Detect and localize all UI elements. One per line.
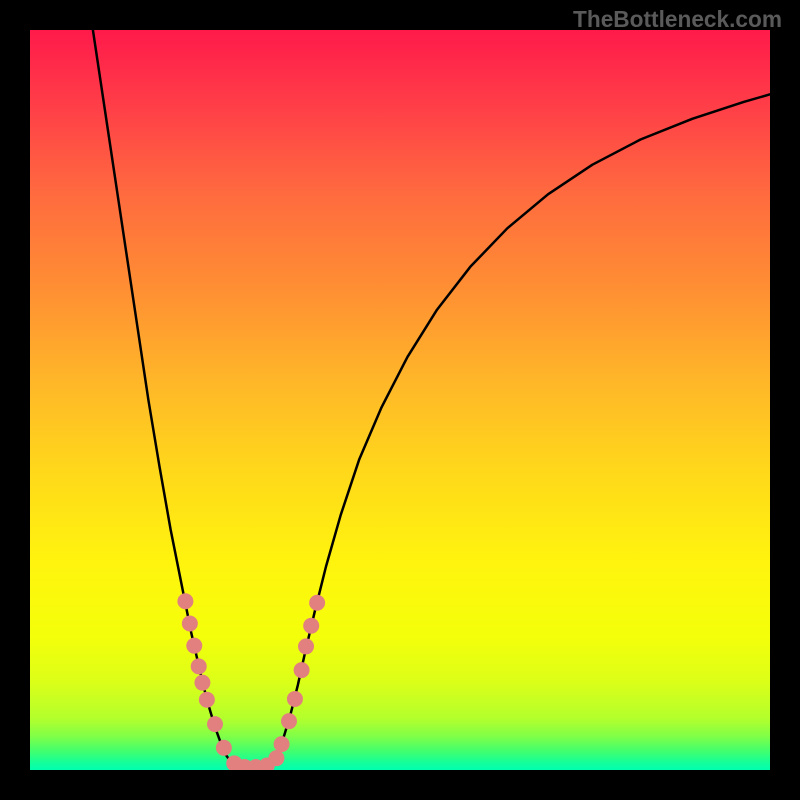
plot-area [30,30,770,770]
marker-dot [182,615,198,631]
watermark-link[interactable]: TheBottleneck.com [573,6,782,33]
marker-dot [281,713,297,729]
gradient-background [30,30,770,770]
marker-dot [186,638,202,654]
marker-dot [287,691,303,707]
marker-dot [199,692,215,708]
marker-dot [303,618,319,634]
marker-dot [216,740,232,756]
marker-dot [309,595,325,611]
marker-dot [294,662,310,678]
marker-dot [268,750,284,766]
marker-dot [298,638,314,654]
marker-dot [177,593,193,609]
chart-outer-frame: TheBottleneck.com [0,0,800,800]
marker-dot [207,716,223,732]
marker-dot [274,736,290,752]
marker-dot [194,675,210,691]
marker-dot [191,658,207,674]
chart-svg [30,30,770,770]
